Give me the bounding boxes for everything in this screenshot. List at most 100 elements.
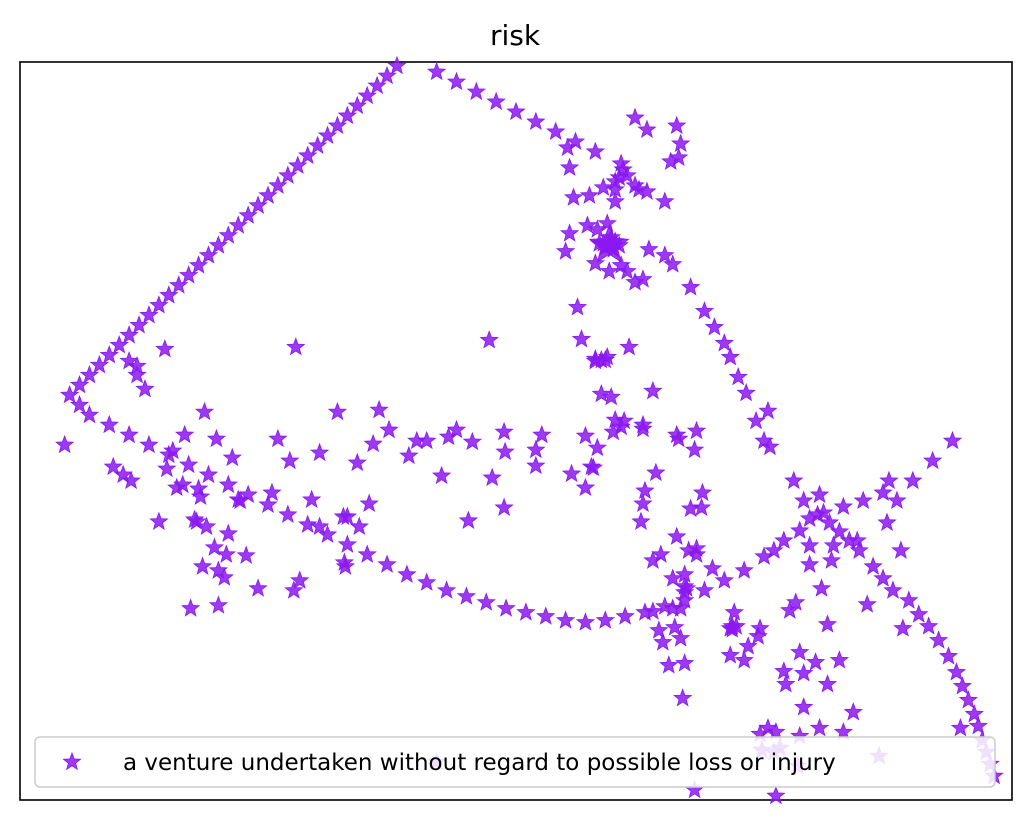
scatter-point (766, 722, 786, 741)
scatter-point (532, 424, 552, 444)
scatter-point (446, 71, 467, 91)
scatter-point (546, 121, 566, 141)
scatter-point (466, 81, 486, 101)
scatter-point (575, 425, 596, 445)
scatter-point (817, 614, 838, 633)
scatter-point (173, 474, 193, 494)
scatter-point (486, 91, 506, 111)
scatter-point (639, 239, 659, 258)
scatter-point (646, 462, 666, 482)
scatter-point (228, 215, 248, 234)
scatter-point (565, 131, 586, 150)
scatter-point (496, 598, 516, 617)
scatter-point (536, 606, 556, 625)
scatter-point (615, 606, 635, 625)
scatter-point (674, 590, 695, 609)
scatter-point (633, 418, 653, 438)
scatter-point (774, 661, 794, 680)
scatter-point (899, 590, 919, 609)
scatter-point (456, 586, 477, 605)
scatter-point (625, 107, 645, 127)
scatter-point (563, 187, 584, 206)
scatter-point (119, 424, 139, 444)
scatter-point (684, 439, 705, 459)
scatter-point (258, 494, 278, 514)
scatter-point (667, 526, 687, 545)
scatter-point (609, 167, 629, 186)
scatter-point (188, 255, 209, 274)
scatter-point (555, 241, 576, 260)
scatter-point (691, 497, 712, 516)
scatter-point (669, 428, 689, 448)
scatter-point (720, 347, 740, 366)
scatter-point (665, 617, 685, 636)
scatter-point (611, 416, 631, 436)
scatter-point (764, 540, 784, 559)
scatter-point (129, 315, 149, 334)
scatter-point (655, 596, 675, 615)
scatter-point (387, 55, 407, 75)
scatter-point (495, 441, 515, 461)
scatter-point (583, 457, 604, 477)
scatter-point (605, 191, 625, 210)
scatter-point (964, 704, 984, 723)
scatter-point (462, 431, 482, 451)
scatter-point (714, 570, 734, 589)
scatter-point (833, 496, 854, 516)
scatter-point (922, 450, 943, 470)
scatter-point (839, 530, 859, 549)
scatter-point (877, 512, 897, 531)
scatter-point (155, 339, 175, 358)
scatter-point (208, 595, 229, 614)
scatter-point (968, 716, 988, 735)
scatter-point (724, 602, 744, 621)
scatter-point (476, 592, 496, 611)
scatter-point (357, 544, 377, 563)
scatter-point (59, 384, 80, 404)
scatter-point (821, 550, 842, 569)
scatter-point (119, 351, 139, 370)
scatter-point (307, 135, 328, 154)
scatter-point (754, 546, 774, 565)
scatter-point (121, 470, 141, 490)
scatter-point (298, 514, 318, 533)
scatter-point (579, 185, 600, 204)
scatter-point (238, 205, 258, 224)
scatter-point (750, 618, 770, 637)
scatter-point (942, 430, 963, 450)
scatter-point (694, 301, 715, 320)
scatter-point (599, 261, 619, 280)
scatter-point (597, 213, 617, 232)
scatter-point (79, 404, 100, 424)
scatter-point (149, 511, 169, 530)
scatter-point (873, 568, 893, 587)
scatter-point (367, 75, 387, 95)
scatter-point (667, 115, 687, 135)
scatter-point (829, 650, 850, 669)
scatter-point (809, 718, 830, 737)
scatter-point (633, 493, 653, 513)
scatter-point (571, 329, 592, 348)
scatter-point (909, 604, 929, 623)
scatter-point (671, 628, 691, 647)
scatter-point (692, 482, 713, 502)
scatter-point (180, 598, 201, 617)
scatter-point (938, 646, 959, 665)
scatter-point (887, 490, 907, 510)
scatter-point (159, 444, 179, 464)
scatter-point (799, 535, 820, 554)
scatter-point (278, 165, 298, 184)
scatter-point (458, 510, 479, 529)
scatter-point (883, 580, 903, 599)
scatter-point (363, 433, 383, 453)
scatter-point (286, 337, 306, 356)
scatter-point (829, 521, 850, 540)
legend-star-icon-shape (62, 751, 82, 771)
scatter-point (686, 420, 707, 440)
scatter-point (577, 215, 598, 234)
scatter-point (127, 365, 147, 384)
scatter-point (190, 486, 211, 506)
scatter-point (946, 662, 967, 681)
scatter-point (206, 428, 227, 448)
scatter-point (873, 482, 893, 502)
